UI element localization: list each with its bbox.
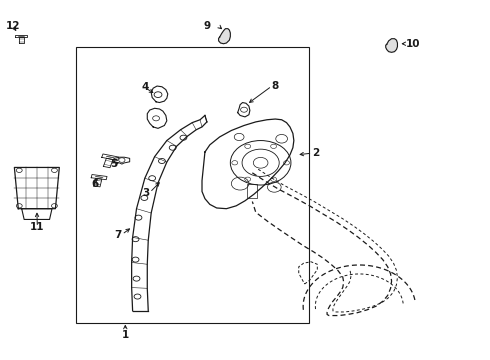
Text: 8: 8 bbox=[272, 81, 279, 91]
Text: 4: 4 bbox=[141, 82, 148, 93]
Polygon shape bbox=[22, 209, 52, 220]
Text: 5: 5 bbox=[110, 159, 118, 169]
Text: 11: 11 bbox=[30, 222, 45, 232]
Text: 3: 3 bbox=[143, 188, 150, 198]
Text: 12: 12 bbox=[6, 21, 20, 31]
Text: 1: 1 bbox=[122, 330, 129, 340]
Text: 2: 2 bbox=[313, 148, 319, 158]
Text: 6: 6 bbox=[91, 179, 98, 189]
Bar bbox=[76, 47, 309, 323]
Polygon shape bbox=[386, 39, 397, 52]
Polygon shape bbox=[219, 29, 230, 44]
Bar bbox=[247, 184, 257, 198]
Polygon shape bbox=[14, 167, 59, 209]
Text: 9: 9 bbox=[204, 21, 211, 31]
Text: 7: 7 bbox=[115, 230, 122, 239]
Text: 10: 10 bbox=[406, 39, 421, 49]
